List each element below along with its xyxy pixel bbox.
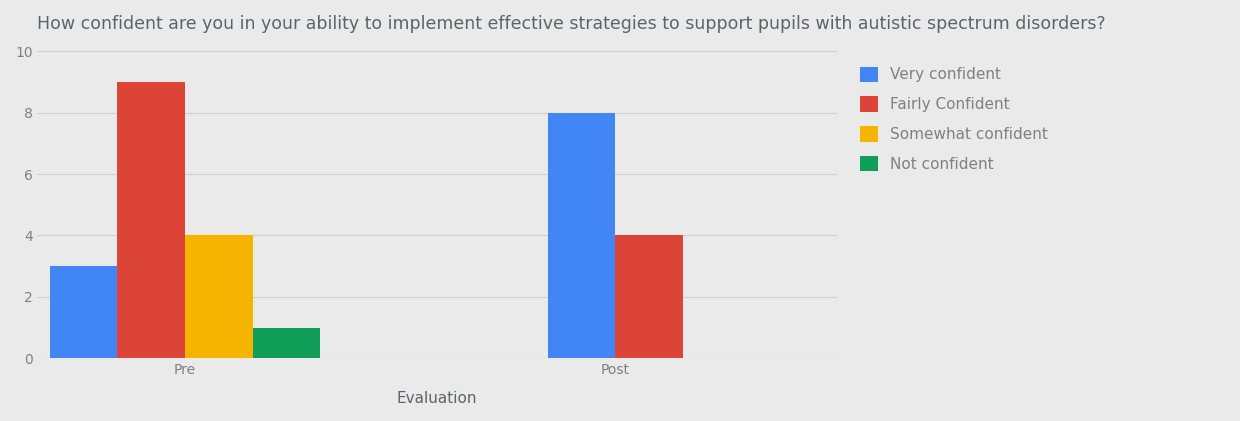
Bar <box>615 235 683 358</box>
Legend: Very confident, Fairly Confident, Somewhat confident, Not confident: Very confident, Fairly Confident, Somewh… <box>852 59 1056 179</box>
Text: How confident are you in your ability to implement effective strategies to suppo: How confident are you in your ability to… <box>37 15 1106 33</box>
X-axis label: Evaluation: Evaluation <box>397 391 477 406</box>
Bar <box>185 235 253 358</box>
Bar <box>253 328 320 358</box>
Bar <box>118 82 185 358</box>
Bar <box>548 113 615 358</box>
Bar <box>50 266 118 358</box>
